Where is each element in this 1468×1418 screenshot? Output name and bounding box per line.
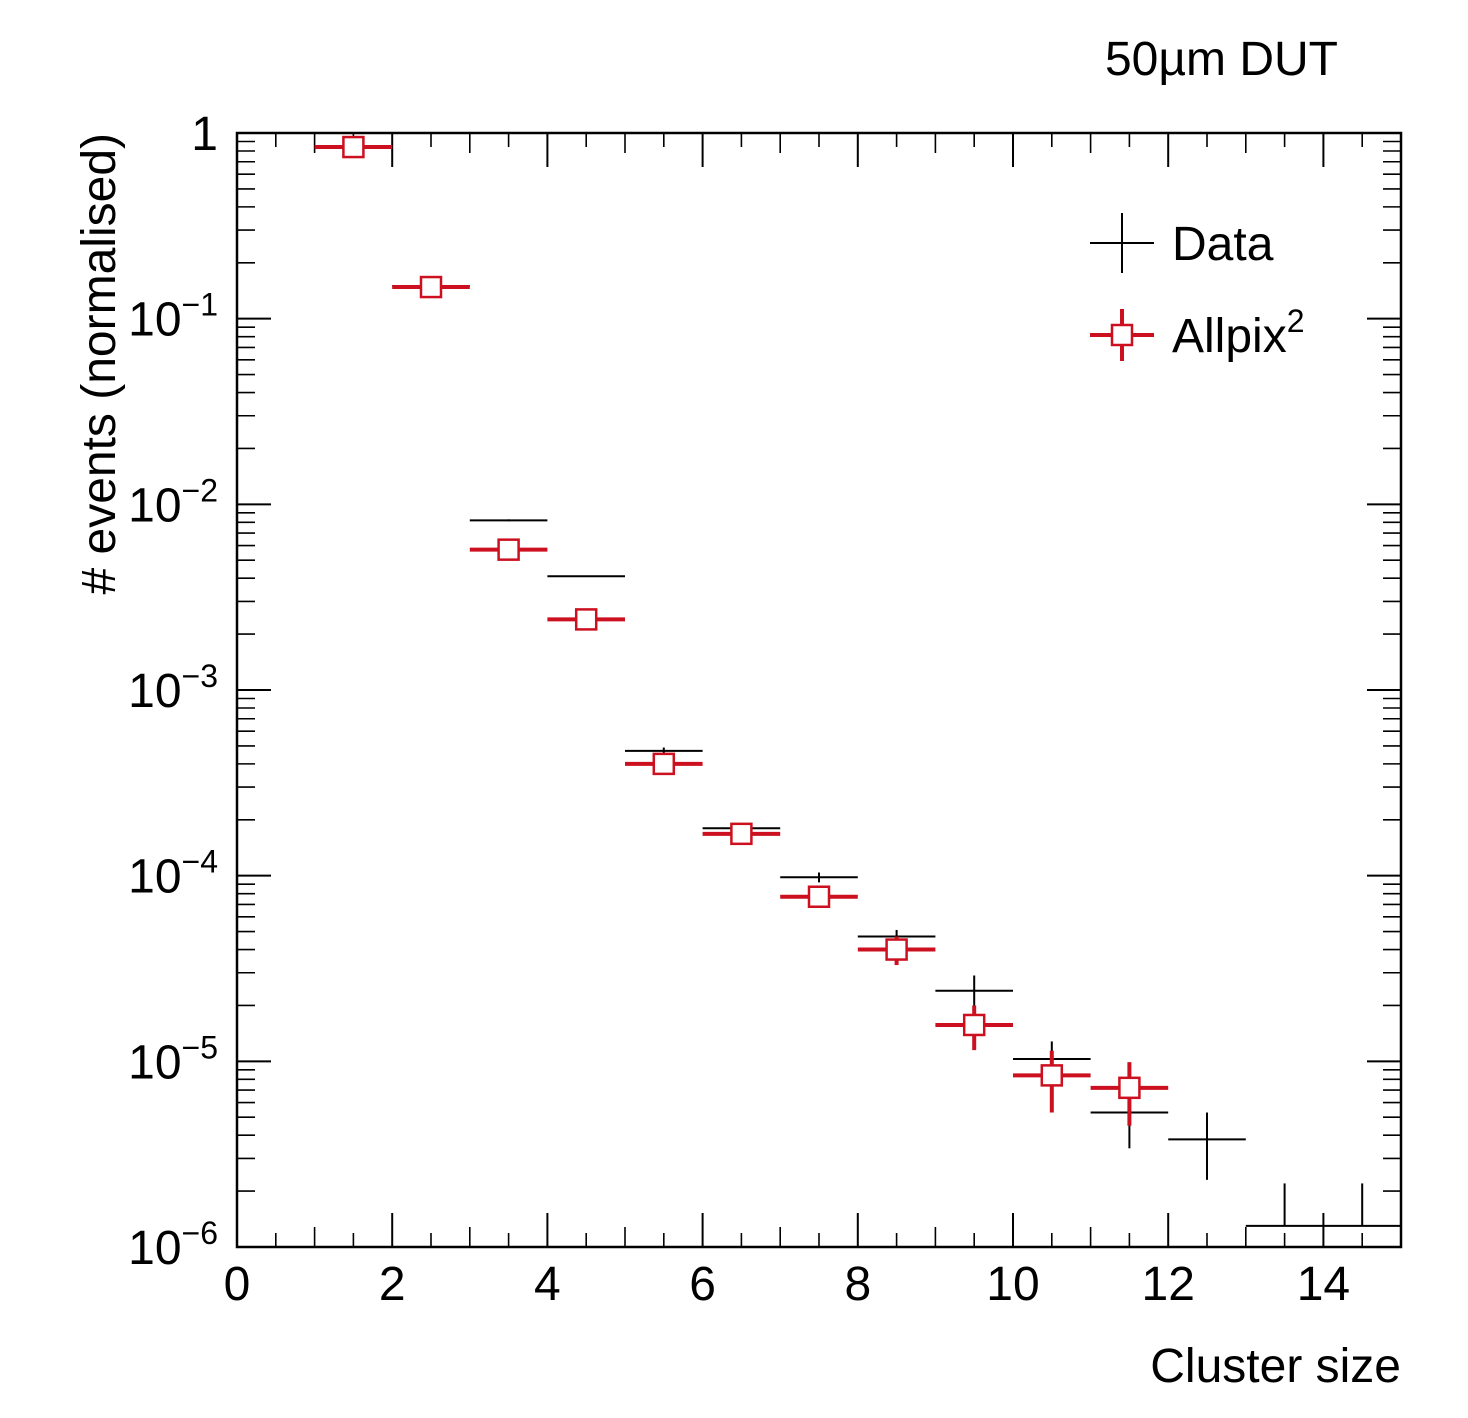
y-tick-label: 10−6 xyxy=(128,1215,218,1275)
legend-label: Allpix2 xyxy=(1172,303,1305,363)
point-marker xyxy=(574,608,598,631)
point-marker xyxy=(1040,1064,1064,1087)
y-tick-label: 1 xyxy=(191,108,218,161)
series-layer xyxy=(314,135,1401,1227)
y-tick-label: 10−3 xyxy=(128,658,218,718)
axis-minor-ticks xyxy=(237,133,1401,1247)
point-marker xyxy=(730,822,753,846)
x-axis: 0 2 4 6 8 10 12 14 xyxy=(224,133,1350,1311)
point-marker xyxy=(652,752,676,776)
point-marker xyxy=(1118,1076,1141,1100)
x-tick-label: 12 xyxy=(1142,1258,1195,1311)
x-tick-label: 0 xyxy=(224,1258,251,1311)
x-tick-label: 8 xyxy=(844,1258,871,1311)
x-tick-label: 2 xyxy=(379,1258,406,1311)
x-tick-label: 10 xyxy=(986,1258,1039,1311)
x-tick-label: 4 xyxy=(534,1258,561,1311)
point-marker xyxy=(497,538,520,561)
chart-title: 50µm DUT xyxy=(1105,33,1338,86)
legend-allpix-marker xyxy=(1110,323,1134,347)
point-marker xyxy=(962,1013,986,1037)
x-axis-label: Cluster size xyxy=(1150,1340,1401,1393)
plot-frame xyxy=(235,131,1403,1249)
legend-label: Data xyxy=(1172,218,1274,271)
y-axis-label: # events (normalised) xyxy=(73,133,126,595)
point-marker xyxy=(807,885,831,908)
point-marker xyxy=(342,135,365,159)
y-tick-label: 10−1 xyxy=(128,287,218,347)
point-marker xyxy=(419,275,443,299)
y-axis: 1 10−1 10−2 10−3 10−4 10−5 10−6 xyxy=(128,108,1401,1275)
data-series xyxy=(314,145,1401,1227)
allpix-series xyxy=(314,135,1169,1126)
y-tick-label: 10−5 xyxy=(128,1029,218,1089)
x-tick-label: 6 xyxy=(689,1258,716,1311)
legend: Data Allpix2 xyxy=(1090,213,1305,363)
x-tick-label: 14 xyxy=(1297,1258,1350,1311)
y-tick-label: 10−2 xyxy=(128,472,218,532)
y-tick-label: 10−4 xyxy=(128,844,218,904)
point-marker xyxy=(885,938,908,961)
